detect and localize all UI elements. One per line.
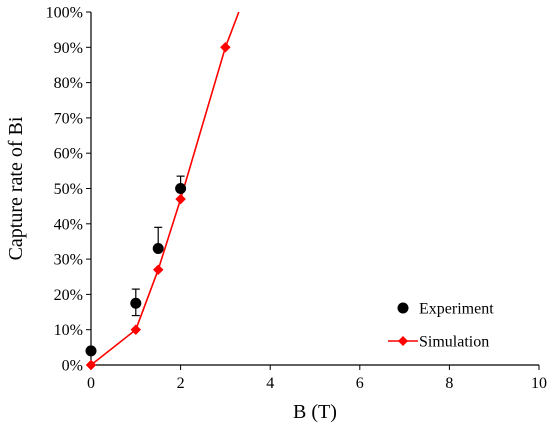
- experiment-point: [130, 297, 142, 309]
- x-tick-label: 4: [266, 375, 274, 392]
- x-tick-label: 10: [531, 375, 547, 392]
- plot-area: [85, 12, 240, 371]
- simulation-point: [85, 359, 97, 371]
- legend-simulation-marker: [398, 336, 408, 346]
- x-tick-label: 0: [87, 375, 95, 392]
- legend-experiment-marker: [397, 302, 409, 314]
- simulation-line: [91, 12, 240, 365]
- simulation-point: [130, 324, 142, 336]
- simulation-point: [152, 264, 164, 276]
- x-tick-label: 6: [356, 375, 364, 392]
- y-tick-label: 30%: [54, 252, 83, 269]
- x-tick-label: 2: [177, 375, 185, 392]
- y-tick-label: 90%: [54, 40, 83, 57]
- simulation-point: [175, 193, 186, 205]
- legend-simulation-label: Simulation: [419, 334, 489, 351]
- legend: Experiment Simulation: [388, 301, 494, 351]
- experiment-point: [152, 243, 164, 255]
- y-tick-label: 60%: [54, 146, 83, 163]
- x-tick-label: 8: [445, 375, 453, 392]
- y-tick-label: 100%: [46, 5, 83, 22]
- y-tick-label: 50%: [54, 181, 83, 198]
- experiment-point: [175, 183, 187, 194]
- x-axis-title: B (T): [293, 401, 337, 423]
- simulation-point: [220, 41, 231, 53]
- axes: 0 2 4 6 8 100%10%20%30%40%50%60%70%80%90%100%…: [5, 5, 547, 424]
- y-tick-label: 20%: [54, 287, 83, 304]
- y-tick-label: 70%: [54, 110, 83, 127]
- y-tick-label: 10%: [54, 322, 83, 339]
- y-tick-label: 0%: [62, 358, 83, 375]
- y-tick-label: 40%: [54, 216, 83, 233]
- y-tick-label: 80%: [54, 75, 83, 92]
- legend-experiment-label: Experiment: [419, 301, 494, 318]
- experiment-point: [85, 345, 97, 357]
- y-axis-title: Capture rate of Bi: [5, 116, 27, 260]
